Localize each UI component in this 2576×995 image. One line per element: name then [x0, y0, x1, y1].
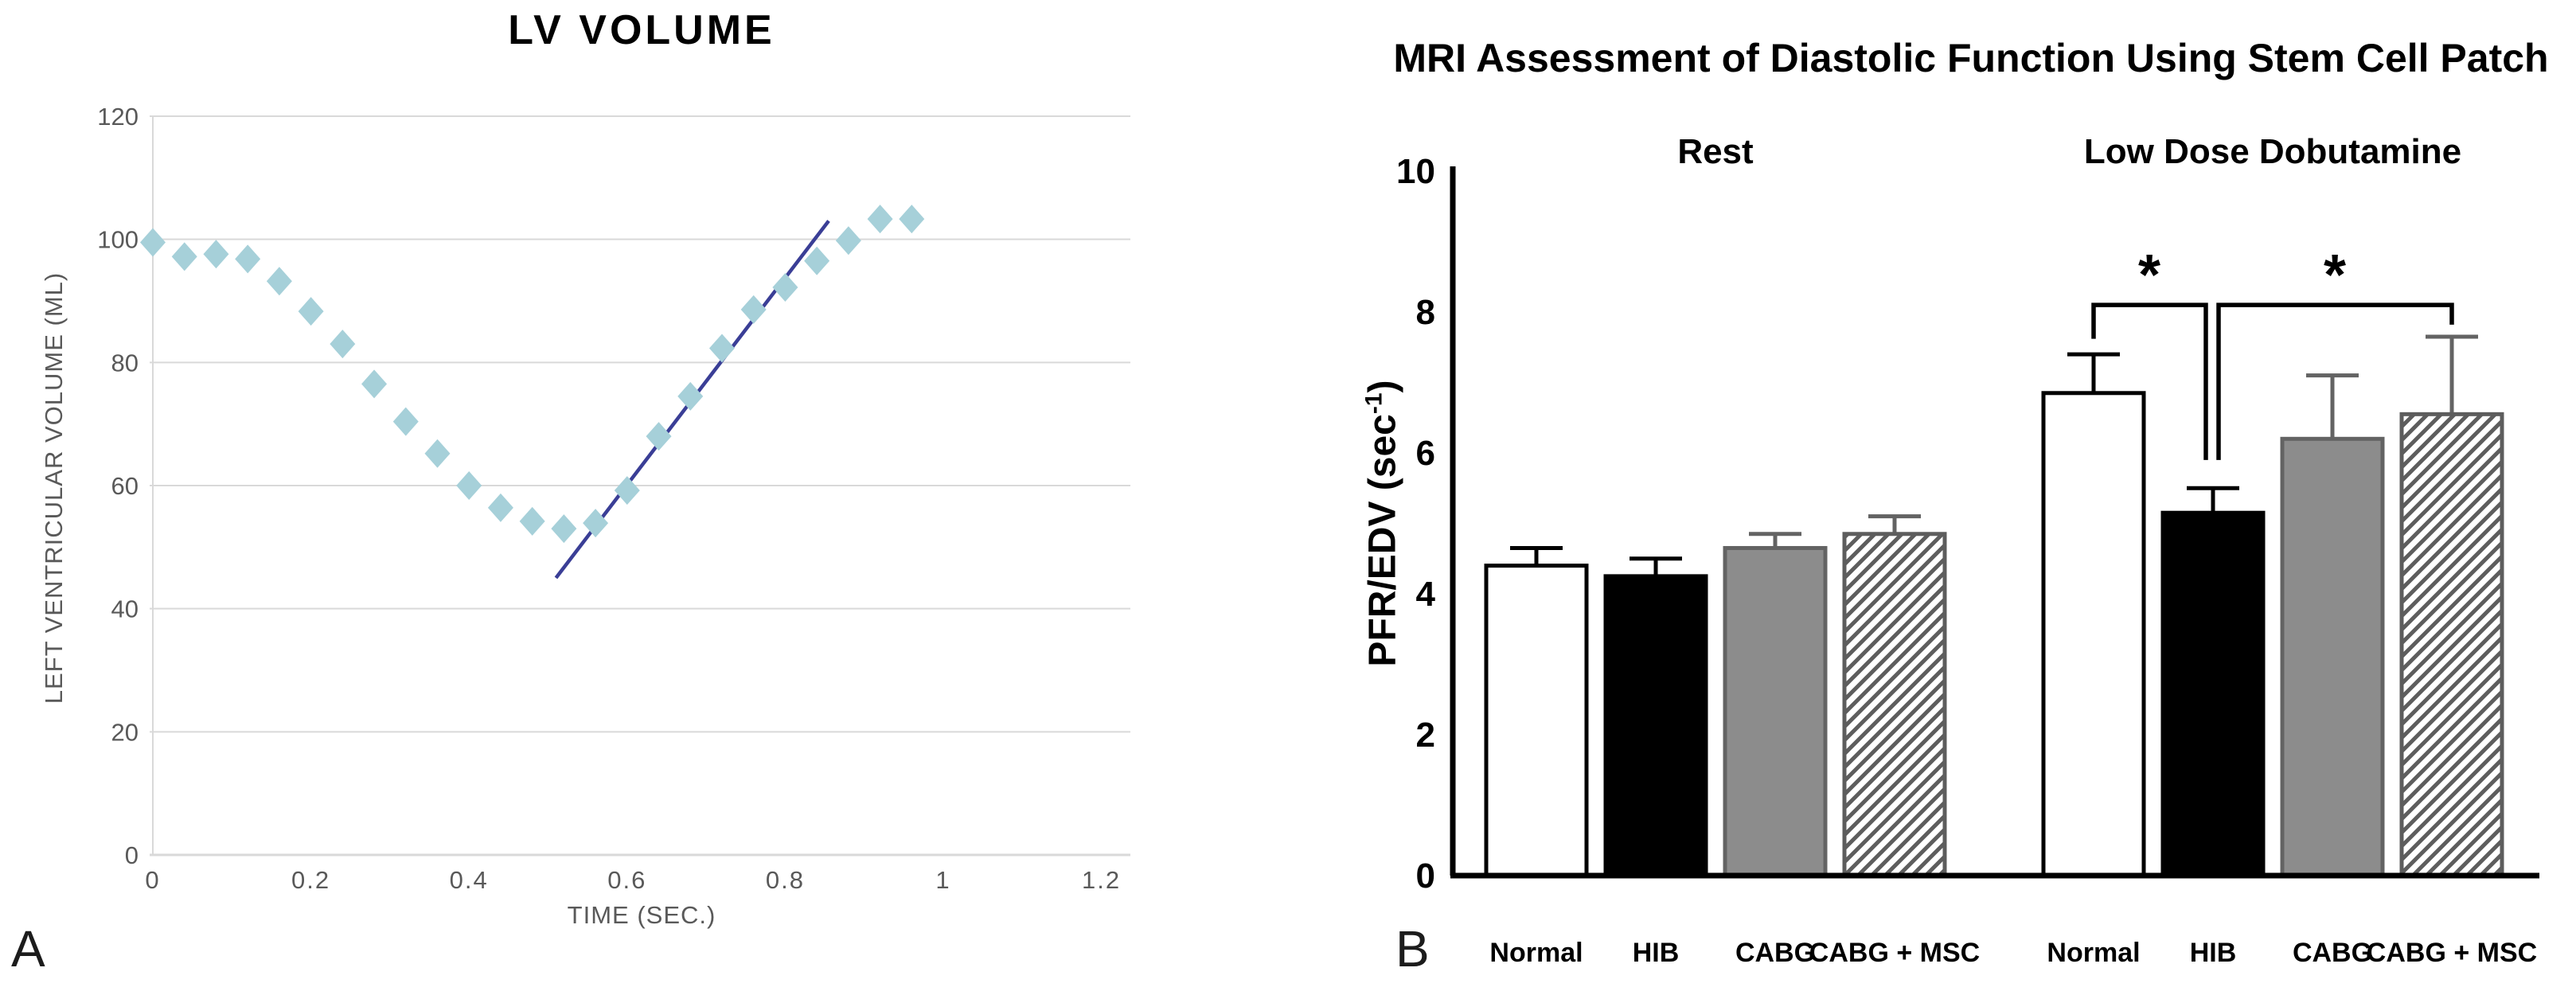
data-point-diamond: [772, 272, 798, 302]
data-point-diamond: [203, 240, 229, 269]
y-tick-label: 60: [111, 472, 139, 500]
y-tick-label: 0: [1416, 856, 1435, 896]
panel-a-y-axis-label: LEFT VENTRICULAR VOLUME (ML): [40, 271, 68, 704]
y-tick-label: 120: [97, 103, 139, 131]
data-point-diamond: [835, 226, 861, 256]
data-point-diamond: [614, 476, 640, 505]
sig-asterisk: *: [2138, 244, 2160, 307]
x-tick-label: 0.8: [766, 866, 805, 894]
data-point-diamond: [899, 205, 925, 234]
b-ylabel-superscript: -1: [1360, 392, 1388, 415]
data-point-diamond: [551, 514, 577, 544]
sig-bracket: [2216, 302, 2454, 460]
data-point-diamond: [519, 506, 545, 536]
x-tick-label: 1: [935, 866, 950, 894]
data-point-diamond: [867, 205, 893, 234]
data-point-diamond: [392, 407, 419, 436]
bar-label: CABG: [2293, 938, 2372, 968]
bar-hib: [2160, 510, 2266, 878]
data-point-diamond: [140, 228, 166, 257]
b-ylabel-prefix: PFR/EDV (sec: [1361, 414, 1404, 667]
data-point-diamond: [456, 471, 482, 500]
sig-asterisk: *: [2324, 244, 2346, 307]
data-point-diamond: [487, 493, 513, 522]
panel-a-x-axis-label: TIME (SEC.): [567, 901, 716, 929]
bar-label: CABG: [1735, 938, 1815, 968]
data-point-diamond: [583, 509, 609, 538]
bar-hib: [1603, 574, 1708, 878]
b-ylabel-suffix: ): [1361, 380, 1404, 393]
y-tick-label: 6: [1416, 434, 1435, 473]
y-tick-label: 4: [1416, 575, 1436, 614]
x-tick-label: 0.6: [607, 866, 646, 894]
data-point-diamond: [361, 369, 388, 399]
y-tick-label: 2: [1416, 716, 1435, 755]
y-tick-label: 8: [1416, 293, 1435, 332]
y-tick-label: 10: [1396, 152, 1435, 191]
panel-letter-a: A: [11, 920, 45, 977]
y-tick-label: 80: [111, 349, 139, 377]
x-tick-label: 0.2: [291, 866, 330, 894]
y-tick-label: 20: [111, 718, 139, 746]
data-point-diamond: [804, 246, 830, 275]
panel-b-y-axis-label: PFR/EDV (sec-1): [1361, 193, 1405, 854]
panel-letter-b: B: [1395, 920, 1430, 977]
data-point-diamond: [266, 267, 292, 296]
x-tick-label: 1.2: [1082, 866, 1121, 894]
y-tick-label: 100: [97, 226, 139, 254]
data-point-diamond: [740, 295, 767, 324]
data-point-diamond: [298, 297, 324, 326]
bar-label: CABG + MSC: [2367, 938, 2537, 968]
bar-label: Normal: [1489, 938, 1583, 968]
bar-cabg: [1723, 545, 1828, 878]
lv-volume-series: [140, 205, 925, 544]
panel-a-title: LV VOLUME: [508, 7, 775, 53]
data-point-diamond: [708, 334, 735, 363]
group-header-low-dose-dobutamine: Low Dose Dobutamine: [2083, 132, 2462, 171]
data-point-diamond: [646, 422, 672, 451]
x-tick-label: 0: [145, 866, 160, 894]
x-tick-label: 0.4: [450, 866, 489, 894]
group-header-rest: Rest: [1677, 132, 1754, 171]
bar-cabg: [2280, 436, 2385, 878]
bar-label: CABG + MSC: [1809, 938, 1980, 968]
sig-bracket: [2091, 302, 2208, 460]
bar-label: Normal: [2047, 938, 2140, 968]
bar-cabg-msc: [1842, 532, 1947, 878]
bar-normal: [2041, 391, 2146, 878]
data-point-diamond: [171, 242, 197, 271]
y-tick-label: 40: [111, 595, 139, 623]
data-point-diamond: [424, 439, 451, 468]
data-point-diamond: [330, 330, 356, 359]
significance-brackets: * *: [2091, 244, 2454, 460]
bar-label: HIB: [2190, 938, 2237, 968]
bar-normal: [1484, 564, 1589, 878]
bar-label: HIB: [1633, 938, 1680, 968]
bar-cabg-msc: [2399, 412, 2504, 878]
y-tick-label: 0: [125, 841, 139, 869]
data-point-diamond: [677, 381, 704, 411]
data-point-diamond: [235, 244, 261, 274]
panel-b-title: MRI Assessment of Diastolic Function Usi…: [1393, 36, 2549, 80]
lv-volume-chart: 0 20 40 60 80 100 120 0 0.2 0.4 0.6 0.8 1 1.2: [97, 103, 1130, 894]
